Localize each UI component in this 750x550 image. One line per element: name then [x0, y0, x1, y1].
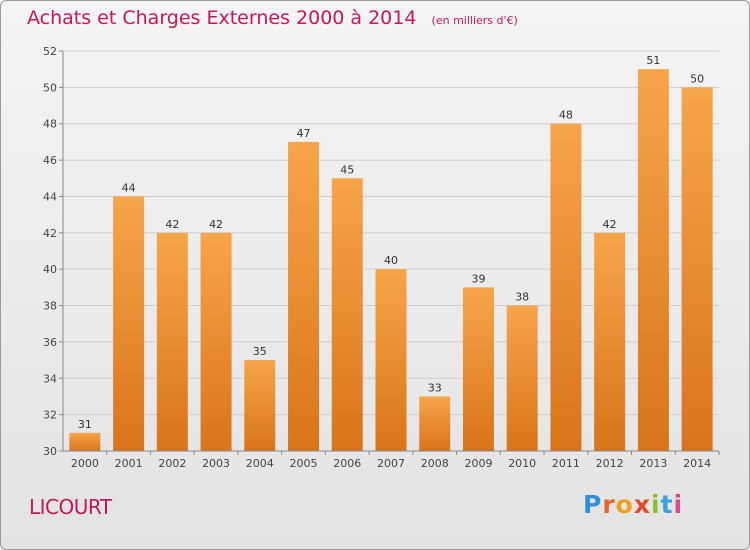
bar	[550, 123, 582, 452]
x-tick-label: 2003	[202, 457, 230, 470]
logo-letter: i	[651, 490, 661, 519]
bar	[681, 87, 713, 451]
y-tick-label: 34	[43, 372, 57, 385]
bar-value-label: 44	[122, 181, 136, 194]
logo-letter: o	[615, 490, 634, 519]
x-tick-label: 2010	[508, 457, 536, 470]
title-text: Achats et Charges Externes 2000 à 2014	[27, 7, 417, 29]
bar	[419, 396, 451, 451]
bar	[462, 287, 494, 451]
bar-value-label: 33	[428, 381, 442, 394]
bar	[288, 141, 320, 451]
x-tick-label: 2001	[115, 457, 143, 470]
x-tick-label: 2000	[71, 457, 99, 470]
x-tick-label: 2012	[596, 457, 624, 470]
x-tick-label: 2011	[552, 457, 580, 470]
bar-value-label: 42	[603, 218, 617, 231]
y-tick-label: 36	[43, 336, 57, 349]
logo-letter: P	[583, 490, 603, 519]
bar	[156, 232, 188, 451]
commune-name: LICOURT	[29, 495, 112, 519]
bar-value-label: 38	[515, 291, 529, 304]
x-tick-label: 2007	[377, 457, 405, 470]
x-tick-label: 2005	[290, 457, 318, 470]
label-layer: 31 44 42 42 35 47 45 40 33 39 38 48 42 51 50	[78, 54, 704, 431]
x-tick-label: 2002	[158, 457, 186, 470]
bar	[244, 360, 276, 451]
x-tick-label: 2004	[246, 457, 274, 470]
chart-title: Achats et Charges Externes 2000 à 2014 (…	[27, 7, 518, 29]
bar-value-label: 48	[559, 109, 573, 122]
y-tick-label: 38	[43, 300, 57, 313]
x-tick-label: 2006	[333, 457, 361, 470]
y-tick-label: 52	[43, 45, 57, 58]
bar	[594, 232, 626, 451]
y-tick-label: 50	[43, 81, 57, 94]
bar-value-label: 35	[253, 345, 267, 358]
bar-value-label: 47	[297, 127, 311, 140]
y-tick-label: 32	[43, 409, 57, 422]
bar	[637, 69, 669, 451]
proxiti-logo: Proxiti	[583, 490, 683, 519]
bar	[200, 232, 232, 451]
bar	[506, 305, 538, 451]
bar	[375, 269, 407, 451]
logo-letter: x	[633, 490, 651, 519]
x-tick-label: 2014	[683, 457, 711, 470]
y-tick-label: 46	[43, 154, 57, 167]
bar-layer	[69, 69, 713, 452]
bar-value-label: 50	[690, 72, 704, 85]
y-tick-label: 44	[43, 190, 57, 203]
logo-letter: r	[602, 490, 616, 519]
unit-text: (en milliers d'€)	[431, 14, 518, 27]
bar-value-label: 51	[646, 54, 660, 67]
y-tick-label: 48	[43, 118, 57, 131]
x-tick-label: 2008	[421, 457, 449, 470]
bar-value-label: 42	[165, 218, 179, 231]
x-tick-label: 2013	[639, 457, 667, 470]
axis-layer: 30 32 34 36 38 40 42 44 46 48 50 52 2000 2001 2002 2003…	[43, 45, 720, 470]
bar-value-label: 45	[340, 163, 354, 176]
logo-letter: t	[660, 490, 674, 519]
bar	[69, 432, 101, 451]
bar	[331, 178, 363, 452]
bar-value-label: 31	[78, 418, 92, 431]
y-tick-label: 30	[43, 445, 57, 458]
logo-letter: i	[673, 490, 684, 519]
y-tick-label: 42	[43, 227, 57, 240]
bar-value-label: 42	[209, 218, 223, 231]
x-tick-label: 2009	[464, 457, 492, 470]
y-tick-label: 40	[43, 263, 57, 276]
bar-value-label: 39	[471, 272, 485, 285]
bar-value-label: 40	[384, 254, 398, 267]
bar	[113, 196, 145, 451]
